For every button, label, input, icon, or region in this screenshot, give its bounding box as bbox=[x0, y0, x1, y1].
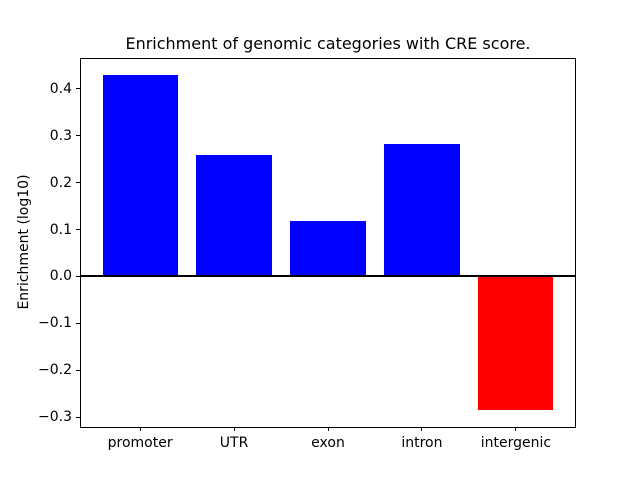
x-tick-label-UTR: UTR bbox=[219, 435, 249, 451]
y-tick-mark bbox=[76, 182, 80, 184]
bar-promoter bbox=[102, 74, 178, 277]
x-tick-label-intron: intron bbox=[401, 435, 443, 451]
y-tick-label: 0.4 bbox=[49, 80, 72, 97]
y-tick-mark bbox=[76, 369, 80, 371]
bar-exon bbox=[290, 221, 366, 277]
y-tick-mark bbox=[76, 275, 80, 277]
x-tick-mark bbox=[139, 427, 141, 431]
x-tick-label-promoter: promoter bbox=[107, 435, 173, 451]
y-tick-mark bbox=[76, 416, 80, 418]
x-tick-label-exon: exon bbox=[311, 435, 345, 451]
y-tick-label: 0.0 bbox=[49, 268, 72, 285]
y-tick-label: 0.1 bbox=[49, 221, 72, 238]
y-tick-mark bbox=[76, 229, 80, 231]
y-axis-label: Enrichment (log10) bbox=[16, 174, 32, 310]
y-tick-label: 0.2 bbox=[49, 174, 72, 191]
bar-intron bbox=[384, 144, 460, 277]
x-tick-label-intergenic: intergenic bbox=[480, 435, 552, 451]
x-tick-mark bbox=[327, 427, 329, 431]
y-tick-label: 0.3 bbox=[49, 127, 72, 144]
y-tick-mark bbox=[76, 322, 80, 324]
y-tick-mark bbox=[76, 88, 80, 90]
y-tick-label: −0.2 bbox=[38, 362, 72, 379]
zero-line bbox=[80, 275, 576, 278]
bar-intergenic bbox=[478, 276, 554, 410]
x-tick-mark bbox=[233, 427, 235, 431]
y-tick-label: −0.1 bbox=[38, 315, 72, 332]
y-tick-label: −0.3 bbox=[38, 409, 72, 426]
x-tick-mark bbox=[421, 427, 423, 431]
chart-title: Enrichment of genomic categories with CR… bbox=[125, 34, 531, 53]
x-tick-mark bbox=[515, 427, 517, 431]
bar-UTR bbox=[196, 154, 272, 277]
y-tick-mark bbox=[76, 135, 80, 137]
